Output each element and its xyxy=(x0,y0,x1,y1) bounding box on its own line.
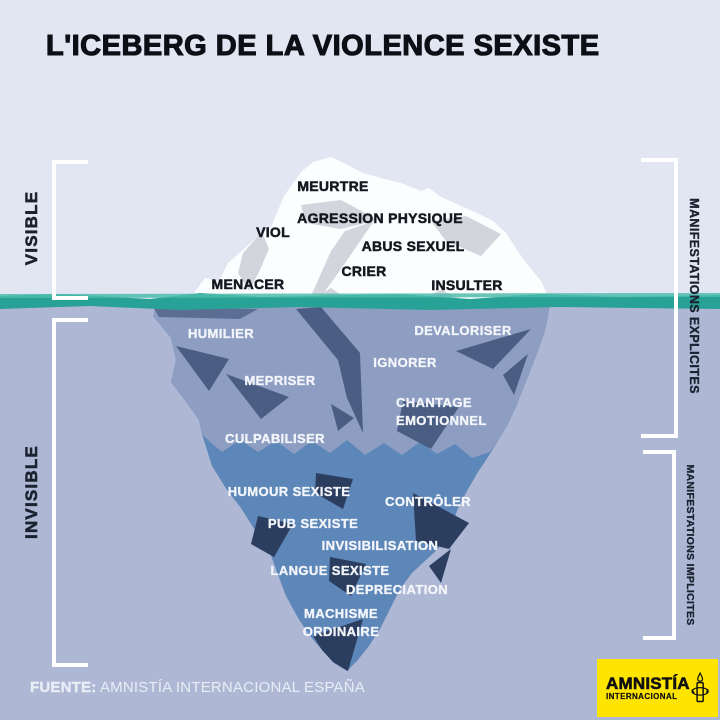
iceberg-label-devaloriser: DEVALORISER xyxy=(414,323,512,338)
page-title: L'ICEBERG DE LA VIOLENCE SEXISTE xyxy=(45,29,600,62)
invisible-bracket xyxy=(52,318,88,667)
iceberg-label-ignorer: IGNORER xyxy=(373,355,437,370)
iceberg-label-humour-sexiste: HUMOUR SEXISTE xyxy=(227,484,351,499)
iceberg-label-meurtre: MEURTRE xyxy=(297,178,369,195)
iceberg-above-water xyxy=(190,157,549,299)
iceberg-label-chantage-emotionnel: CHANTAGE EMOTIONNEL xyxy=(396,395,487,428)
source-credit: FUENTE: AMNISTÍA INTERNACIONAL ESPAÑA xyxy=(30,679,365,696)
explicites-axis-label: MANIFESTATIONS EXPLICITES xyxy=(687,198,701,394)
invisible-axis-label: INVISIBLE xyxy=(22,445,42,540)
iceberg-label-humilier: HUMILIER xyxy=(187,326,255,341)
iceberg-label-pub-sexiste: PUB SEXISTE xyxy=(267,516,359,531)
iceberg-label-agression-physique: AGRESSION PHYSIQUE xyxy=(297,210,463,227)
underwater-surface-shadow xyxy=(153,307,258,319)
iceberg-label-crier: CRIER xyxy=(341,263,387,280)
iceberg-label-invisibilisation: INVISIBILISATION xyxy=(321,538,439,553)
amnesty-logo-line1: AMNISTÍA xyxy=(606,673,690,693)
iceberg-label-controler: CONTRÔLER xyxy=(385,494,471,509)
amnesty-candle-icon xyxy=(691,671,709,703)
iceberg-label-viol: VIOL xyxy=(256,224,290,241)
explicites-bracket xyxy=(641,158,678,438)
visible-bracket xyxy=(52,160,88,300)
iceberg-label-mepriser: MEPRISER xyxy=(244,373,316,388)
waterline-highlight xyxy=(0,293,720,298)
iceberg-label-culpabiliser: CULPABILISER xyxy=(225,431,325,446)
upper-zone-facets xyxy=(176,307,531,449)
implicites-axis-label: MANIFESTATIONS IMPLICITES xyxy=(684,464,696,626)
iceberg-label-abus-sexuel: ABUS SEXUEL xyxy=(361,238,465,255)
iceberg-label-langue-sexiste: LANGUE SEXISTE xyxy=(270,563,390,578)
source-text: AMNISTÍA INTERNACIONAL ESPAÑA xyxy=(99,679,365,696)
implicites-bracket xyxy=(643,450,676,640)
iceberg-label-machisme-ordinaire: MACHISME ORDINAIRE xyxy=(302,606,380,639)
lower-zone-facets xyxy=(251,473,469,671)
iceberg-label-menacer: MENACER xyxy=(211,276,285,293)
iceberg-label-depreciation: DEPRECIATION xyxy=(345,582,449,597)
amnesty-logo-text: AMNISTÍA INTERNACIONAL xyxy=(606,673,690,702)
source-label: FUENTE: xyxy=(30,679,97,696)
visible-axis-label: VISIBLE xyxy=(22,190,42,266)
amnesty-logo: AMNISTÍA INTERNACIONAL xyxy=(597,659,718,717)
iceberg-label-insulter: INSULTER xyxy=(431,277,503,294)
amnesty-logo-line2: INTERNACIONAL xyxy=(606,692,678,702)
